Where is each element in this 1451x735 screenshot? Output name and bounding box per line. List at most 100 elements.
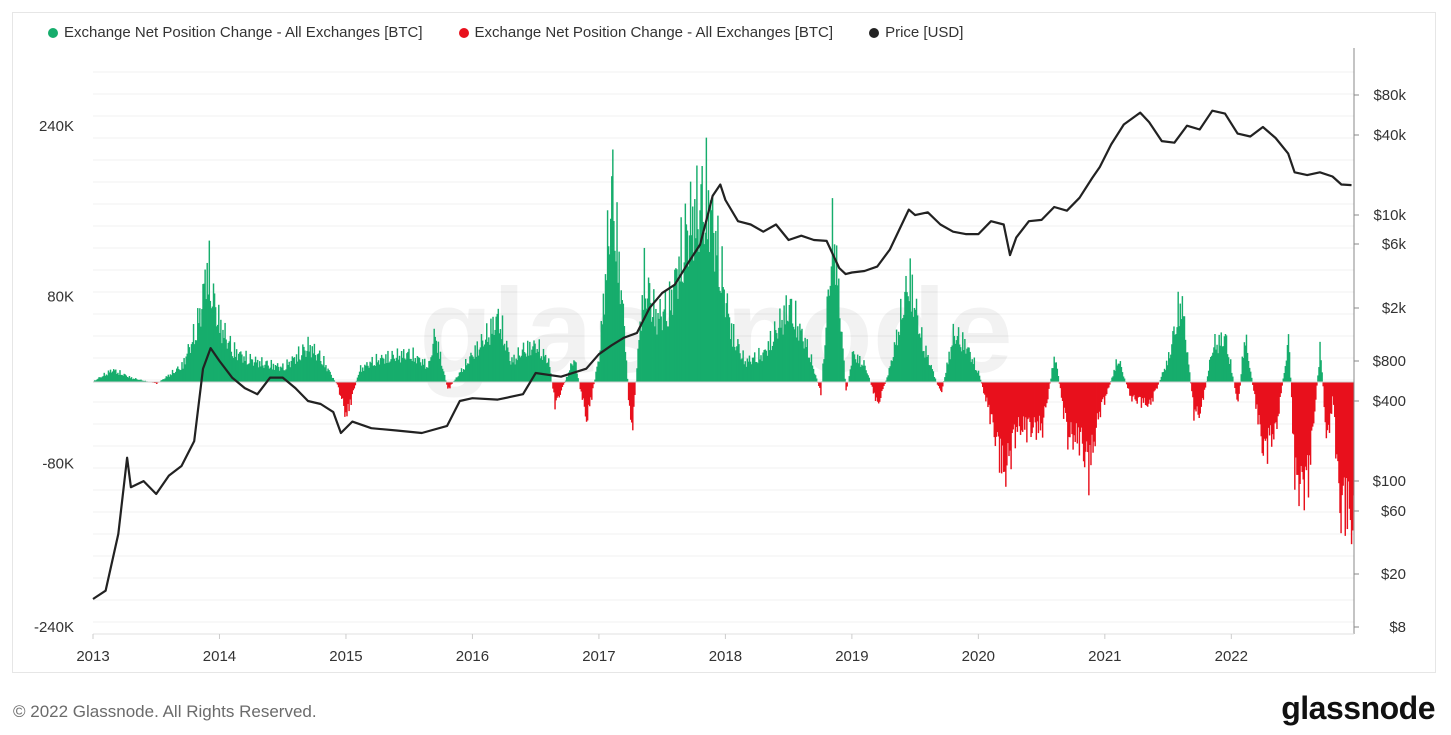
outflow-bar <box>629 382 632 420</box>
inflow-bar <box>369 361 371 382</box>
inflow-bar <box>577 378 579 382</box>
inflow-bar <box>743 364 745 382</box>
inflow-bar <box>1211 355 1213 382</box>
inflow-bar <box>858 363 860 382</box>
inflow-bar <box>868 377 870 382</box>
outflow-bar <box>879 382 881 402</box>
inflow-bar <box>861 364 863 382</box>
x-tick-label: 2015 <box>329 648 362 665</box>
inflow-bar <box>479 347 482 382</box>
inflow-bar <box>708 252 711 382</box>
inflow-bar <box>383 358 385 382</box>
right-tick-label: $8 <box>1389 619 1406 636</box>
inflow-bar <box>413 361 415 382</box>
inflow-bar <box>952 323 955 382</box>
inflow-bar <box>405 359 407 382</box>
outflow-bar <box>586 382 589 421</box>
inflow-bar <box>1247 361 1250 382</box>
outflow-bar <box>447 382 449 389</box>
inflow-bar <box>535 352 537 382</box>
inflow-bar <box>1165 360 1168 382</box>
inflow-bar <box>798 340 800 382</box>
outflow-bar <box>1237 382 1239 402</box>
inflow-bar <box>378 364 381 382</box>
inflow-bar <box>830 266 833 382</box>
inflow-bar <box>418 357 421 382</box>
inflow-bar <box>664 290 667 382</box>
outflow-bar <box>1132 382 1134 397</box>
outflow-bar <box>1042 382 1045 418</box>
inflow-bar <box>376 362 379 382</box>
inflow-bar <box>103 372 105 382</box>
outflow-bar <box>997 382 1000 437</box>
inflow-bar <box>254 356 257 382</box>
inflow-bar <box>521 349 524 382</box>
inflow-bar <box>742 350 744 382</box>
outflow-bar <box>1066 382 1068 422</box>
glassnode-logo[interactable]: glassnode <box>1281 690 1435 726</box>
inflow-bar <box>232 357 235 382</box>
inflow-bar <box>499 329 502 382</box>
outflow-bar <box>1047 382 1049 400</box>
legend-item-outflow[interactable]: Exchange Net Position Change - All Excha… <box>458 24 834 41</box>
inflow-bar <box>240 351 242 382</box>
inflow-bar <box>481 340 484 382</box>
outflow-bar <box>1029 382 1031 423</box>
inflow-bar <box>192 324 195 382</box>
legend-label-outflow: Exchange Net Position Change - All Excha… <box>474 24 834 41</box>
outflow-bar <box>1305 382 1308 471</box>
inflow-bar <box>613 221 615 382</box>
legend-item-price[interactable]: Price [USD] <box>869 24 963 41</box>
inflow-bar <box>371 356 373 382</box>
inflow-bar <box>906 292 908 382</box>
inflow-bar <box>517 347 519 382</box>
inflow-bar <box>533 340 535 382</box>
inflow-bar <box>685 224 688 382</box>
inflow-bar <box>1319 341 1321 382</box>
inflow-bar <box>461 371 464 382</box>
outflow-bar <box>1344 382 1346 536</box>
inflow-bar <box>1184 339 1187 382</box>
inflow-bar <box>959 347 962 382</box>
outflow-bar <box>557 382 559 396</box>
inflow-bar <box>662 311 664 382</box>
legend-item-inflow[interactable]: Exchange Net Position Change - All Excha… <box>48 24 423 41</box>
inflow-bar <box>1222 346 1225 382</box>
outflow-bar <box>628 382 631 406</box>
outflow-bar <box>1277 382 1279 417</box>
inflow-bar <box>176 368 178 382</box>
outflow-bar <box>1149 382 1151 400</box>
inflow-bar <box>894 344 897 382</box>
inflow-bar <box>198 323 200 382</box>
inflow-bar <box>723 289 725 382</box>
inflow-bar <box>728 317 731 382</box>
outflow-bar <box>1323 382 1325 408</box>
inflow-bar <box>946 362 948 382</box>
inflow-bar <box>614 250 616 382</box>
inflow-bar <box>326 371 328 382</box>
inflow-bar <box>660 316 662 382</box>
outflow-bar <box>583 382 586 407</box>
chart-legend: Exchange Net Position Change - All Excha… <box>48 24 963 41</box>
inflow-bar <box>114 370 116 382</box>
inflow-bar <box>261 357 263 382</box>
inflow-bar <box>519 357 522 382</box>
outflow-bar <box>818 382 820 387</box>
inflow-bar <box>824 345 826 382</box>
inflow-bar <box>263 367 265 382</box>
inflow-bar <box>236 360 239 382</box>
outflow-bar <box>1234 382 1236 389</box>
outflow-bar <box>451 382 453 384</box>
outflow-bar <box>1078 382 1081 456</box>
inflow-bar <box>406 353 408 382</box>
outflow-bar <box>1079 382 1082 432</box>
inflow-bar <box>313 343 316 382</box>
inflow-bar <box>1174 334 1176 382</box>
inflow-bar <box>1054 362 1056 382</box>
outflow-bar <box>1203 382 1206 390</box>
inflow-bar <box>910 311 912 382</box>
inflow-bar <box>467 363 469 382</box>
inflow-bar <box>362 367 364 382</box>
inflow-bar <box>774 330 777 382</box>
inflow-bar <box>849 369 852 382</box>
